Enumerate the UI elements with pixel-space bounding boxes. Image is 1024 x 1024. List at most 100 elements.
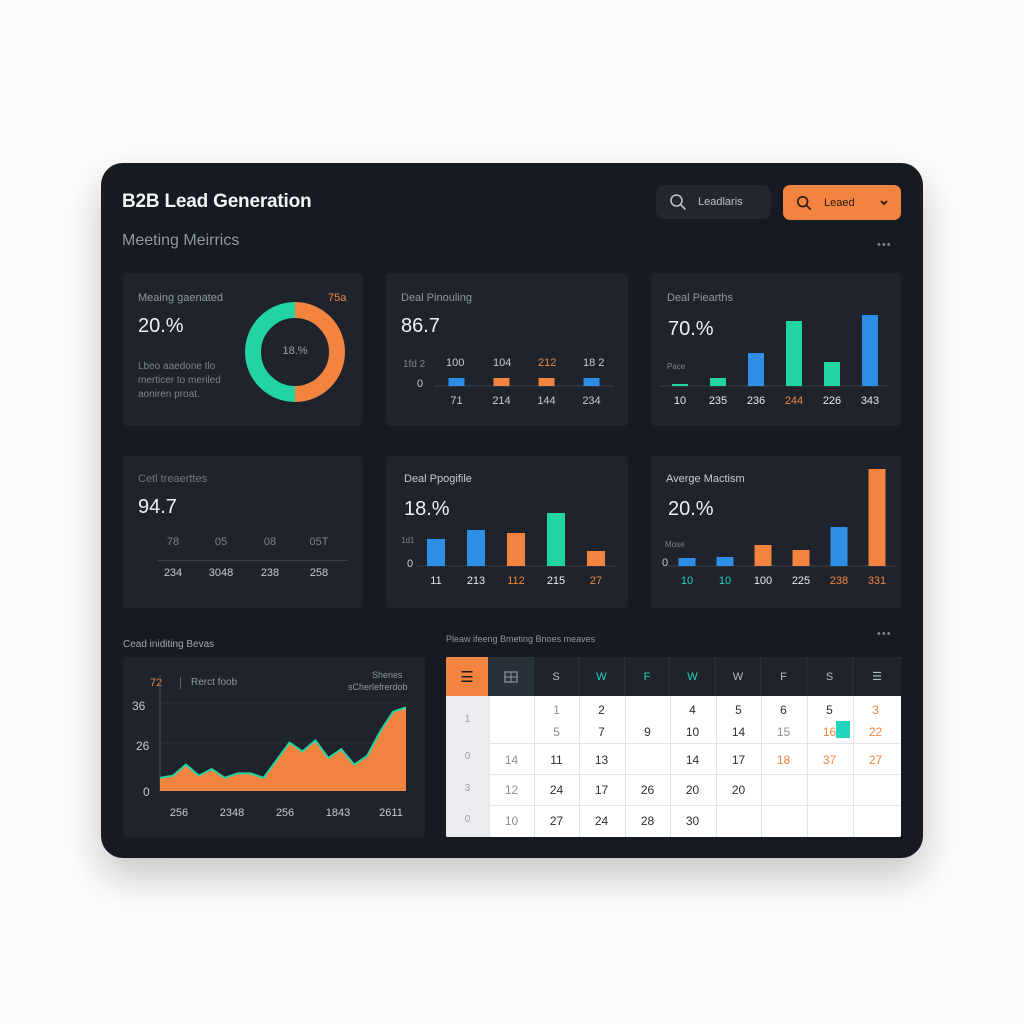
x-tick-label: 256 <box>170 807 188 819</box>
calendar-day[interactable]: 22 <box>868 725 883 739</box>
page-title: B2B Lead Generation <box>122 191 312 212</box>
filter-button[interactable]: Leaed <box>783 185 901 220</box>
card-value: 20.% <box>138 315 184 337</box>
search-input[interactable]: Leadlaris <box>656 185 771 219</box>
calendar-day[interactable]: 5 <box>826 703 833 717</box>
bar <box>507 533 525 566</box>
calendar-day[interactable]: 5 <box>735 703 742 717</box>
section-title: Cead iniditing Bevas <box>123 639 215 650</box>
grid-line <box>534 696 535 837</box>
card-value: 20.% <box>668 498 714 520</box>
calendar-day[interactable]: 16 <box>822 725 837 739</box>
bar <box>583 378 600 386</box>
day-header: S <box>534 657 579 696</box>
calendar-day[interactable]: 14 <box>504 753 519 767</box>
grid-line <box>761 696 762 837</box>
calendar-day[interactable]: 2 <box>598 703 605 717</box>
y-axis-note: 1d1 <box>401 536 415 545</box>
bar <box>547 513 565 566</box>
menu-icon[interactable]: ☰ <box>446 657 489 696</box>
donut-chart <box>245 302 345 402</box>
y-tick: 36 <box>132 699 146 713</box>
calendar-day[interactable]: 9 <box>644 725 651 739</box>
day-header: W <box>716 657 761 696</box>
card-deal-ppogifile: Deal Ppogifile 18.% 1d1 0 11 213 112 215 27 <box>386 456 628 608</box>
grid-line <box>670 696 671 837</box>
bar <box>716 557 734 566</box>
card-value: 70.% <box>668 318 714 340</box>
y-tick: 0 <box>143 785 150 799</box>
bar <box>824 362 840 386</box>
card-cetl-treaerttes: Cetl treaerttes 94.7 78 05 08 05T 234 30… <box>123 456 363 608</box>
more-dots-icon[interactable]: ••• <box>877 239 892 251</box>
legend-label: Shenes <box>372 670 403 680</box>
calendar-day[interactable]: 20 <box>685 783 700 797</box>
card-deal-pinouling: Deal Pinouling 86.7 1fd 2 100 104 212 18… <box>386 273 628 426</box>
calendar-day[interactable]: 26 <box>640 783 655 797</box>
x-tick-label: 215 <box>547 575 565 587</box>
card-value: 94.7 <box>138 496 177 518</box>
x-tick-label: 225 <box>792 575 810 587</box>
calendar-day[interactable]: 14 <box>685 753 700 767</box>
day-header: S <box>807 657 853 696</box>
calendar-day[interactable]: 17 <box>594 783 609 797</box>
bar <box>786 321 802 386</box>
calendar-day[interactable]: 14 <box>731 725 746 739</box>
bar <box>748 353 764 386</box>
calendar-day[interactable]: 10 <box>685 725 700 739</box>
value-label: 18 2 <box>583 357 605 369</box>
bar <box>672 384 688 386</box>
calendar-day[interactable]: 28 <box>640 814 655 828</box>
calendar-day[interactable]: 4 <box>689 703 696 717</box>
series-line <box>159 706 407 779</box>
card-desc: aoniren proat. <box>138 389 200 400</box>
list-icon[interactable]: ☰ <box>872 671 882 683</box>
calendar-day[interactable]: 7 <box>598 725 605 739</box>
calendar-day[interactable]: 1 <box>553 703 560 717</box>
donut-slice <box>245 302 296 402</box>
x-tick-label: 2611 <box>379 807 403 819</box>
y-axis-zero: 0 <box>662 557 669 569</box>
calendar-day[interactable]: 17 <box>731 753 746 767</box>
x-tick-label: 236 <box>747 395 765 407</box>
more-dots-icon[interactable]: ••• <box>877 628 892 640</box>
day-header: F <box>625 657 670 696</box>
calendar-day[interactable]: 18 <box>776 753 791 767</box>
calendar-day[interactable]: 27 <box>549 814 564 828</box>
calendar-day[interactable]: 37 <box>822 753 837 767</box>
x-tick-label: 11 <box>430 575 441 587</box>
calendar-day[interactable]: 20 <box>731 783 746 797</box>
calendar-day[interactable]: 15 <box>776 725 791 739</box>
calendar-day[interactable]: 11 <box>550 753 563 767</box>
calendar-day[interactable]: 24 <box>594 814 609 828</box>
bar <box>587 551 605 566</box>
x-tick: 238 <box>260 567 280 579</box>
y-tick: 26 <box>136 739 150 753</box>
calendar-day[interactable]: 24 <box>549 783 564 797</box>
dashboard-panel: B2B Lead Generation Meeting Meirrics Lea… <box>101 163 923 858</box>
calendar-day[interactable]: 27 <box>868 753 883 767</box>
card-label: Deal Pinouling <box>401 292 472 304</box>
axis-line <box>158 560 348 561</box>
calendar-day[interactable]: 30 <box>685 814 700 828</box>
calendar-day[interactable]: 10 <box>504 814 519 828</box>
legend-label: sCherlefrerdob <box>348 682 408 692</box>
card-badge: 75а <box>328 292 347 304</box>
calendar-day[interactable]: 12 <box>504 783 519 797</box>
x-tick-label: 256 <box>276 807 294 819</box>
x-tick-label: 234 <box>582 395 600 407</box>
x-tick-label: 343 <box>861 395 879 407</box>
calendar-day[interactable]: 3 <box>872 703 879 717</box>
day-header: W <box>579 657 625 696</box>
selected-day-marker <box>836 721 850 738</box>
grid-line <box>625 696 626 837</box>
bar-chart: 11 213 112 215 27 <box>416 513 616 587</box>
calendar-day[interactable]: 13 <box>594 753 609 767</box>
calendar-day[interactable]: 6 <box>780 703 787 717</box>
grid-icon[interactable] <box>489 657 534 696</box>
calendar-day[interactable]: 5 <box>553 725 560 739</box>
value-label: 212 <box>538 357 557 369</box>
x-tick-label: 71 <box>450 395 462 407</box>
card-label: Deal Piearths <box>667 292 734 304</box>
day-header: W <box>670 657 716 696</box>
